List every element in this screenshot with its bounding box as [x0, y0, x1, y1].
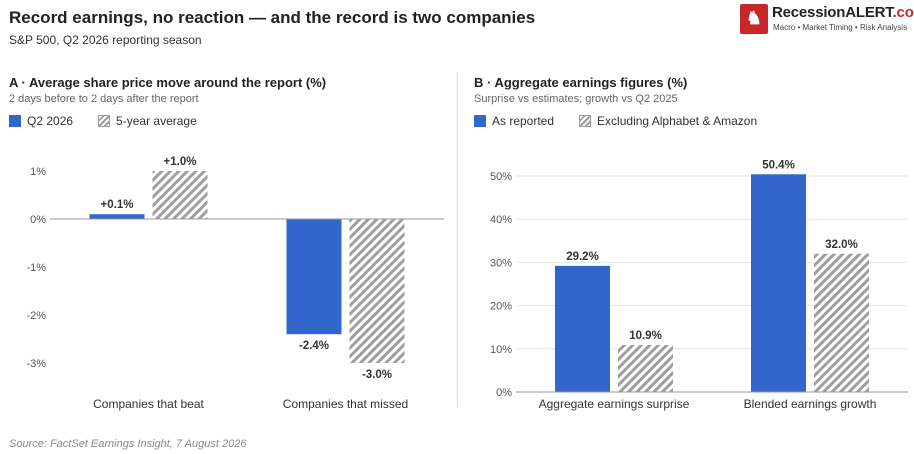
panel-b-title: B · Aggregate earnings figures (%): [474, 75, 688, 90]
chart-a-ytick-label: 1%: [30, 166, 46, 178]
chart-a-ytick-label: -3%: [26, 358, 46, 370]
logo-name: RecessionALERT.com: [772, 4, 914, 21]
chart-b-ytick-label: 0%: [496, 387, 512, 399]
legend-label: 5-year average: [116, 114, 197, 128]
panel-a-legend: Q2 2026 5-year average: [9, 114, 222, 128]
chart-a-category-label: Companies that missed: [283, 397, 408, 411]
legend-item-excluding: Excluding Alphabet & Amazon: [579, 114, 757, 128]
legend-swatch-hatch: [98, 115, 111, 127]
legend-item-as-reported: As reported: [474, 114, 554, 128]
legend-swatch-solid: [9, 115, 21, 127]
chart-subtitle: S&P 500, Q2 2026 reporting season: [9, 33, 202, 47]
chart-b-ytick-label: 40%: [490, 214, 512, 226]
chart-b-ytick-label: 30%: [490, 257, 512, 269]
chart-b-bar-hatched: [814, 253, 869, 392]
chart-b-category-label: Blended earnings growth: [744, 397, 877, 411]
legend-swatch-solid: [474, 115, 486, 127]
chart-b-bar-hatched: [618, 344, 673, 392]
brand-logo: ♞ RecessionALERT.com Macro • Market Timi…: [740, 4, 914, 36]
chart-b-bar-primary: [555, 265, 610, 392]
chart-a-ytick-label: -2%: [26, 310, 46, 322]
logo-tagline: Macro • Market Timing • Risk Analysis: [773, 23, 908, 32]
chart-a-data-label: +1.0%: [164, 156, 197, 168]
chart-a-data-label: +0.1%: [101, 199, 134, 211]
chart-b-category-label: Aggregate earnings surprise: [539, 397, 690, 411]
chart-a-data-label: -3.0%: [362, 369, 392, 381]
chart-a-category-label: Companies that beat: [93, 397, 204, 411]
chart-a-bar-primary: [286, 219, 342, 335]
chart-a-bar-primary: [89, 214, 145, 219]
logo-name-accent: ALERT: [845, 4, 893, 21]
logo-name-domain: .com: [892, 4, 914, 21]
panel-b-legend: As reported Excluding Alphabet & Amazon: [474, 114, 782, 128]
chart-b-data-label: 10.9%: [629, 330, 662, 342]
legend-item-q2-2026: Q2 2026: [9, 114, 73, 128]
legend-label: Excluding Alphabet & Amazon: [597, 114, 758, 128]
chart-b-data-label: 50.4%: [762, 159, 795, 171]
chart-a-bar-hatched: [349, 219, 405, 363]
source-note: Source: FactSet Earnings Insight, 7 Augu…: [9, 438, 247, 450]
chart-a-bar-hatched: [152, 171, 208, 219]
legend-item-5yr-average: 5-year average: [98, 114, 197, 128]
chart-b-ytick-label: 50%: [490, 171, 512, 183]
logo-name-main: Recession: [772, 4, 846, 21]
panel-a-subtitle: 2 days before to 2 days after the report: [9, 93, 199, 105]
chart-title: Record earnings, no reaction — and the r…: [9, 8, 536, 27]
legend-label: Q2 2026: [27, 114, 74, 128]
chart-b-ytick-label: 20%: [490, 301, 512, 313]
chart-b-data-label: 32.0%: [825, 239, 858, 251]
chart-b-ytick-label: 10%: [490, 344, 512, 356]
chart-b-bar-primary: [751, 174, 806, 392]
chart-a-data-label: -2.4%: [299, 340, 329, 352]
chart-a-ytick-label: 0%: [30, 214, 46, 226]
knight-icon: ♞: [740, 4, 768, 34]
panel-divider: [457, 72, 458, 407]
panel-a-title: A · Average share price move around the …: [9, 75, 327, 90]
legend-label: As reported: [492, 114, 555, 128]
panel-b-subtitle: Surprise vs estimates; growth vs Q2 2025: [474, 93, 678, 105]
chart-b-data-label: 29.2%: [566, 251, 599, 263]
legend-swatch-hatch: [579, 115, 592, 127]
chart-a-ytick-label: -1%: [26, 262, 46, 274]
